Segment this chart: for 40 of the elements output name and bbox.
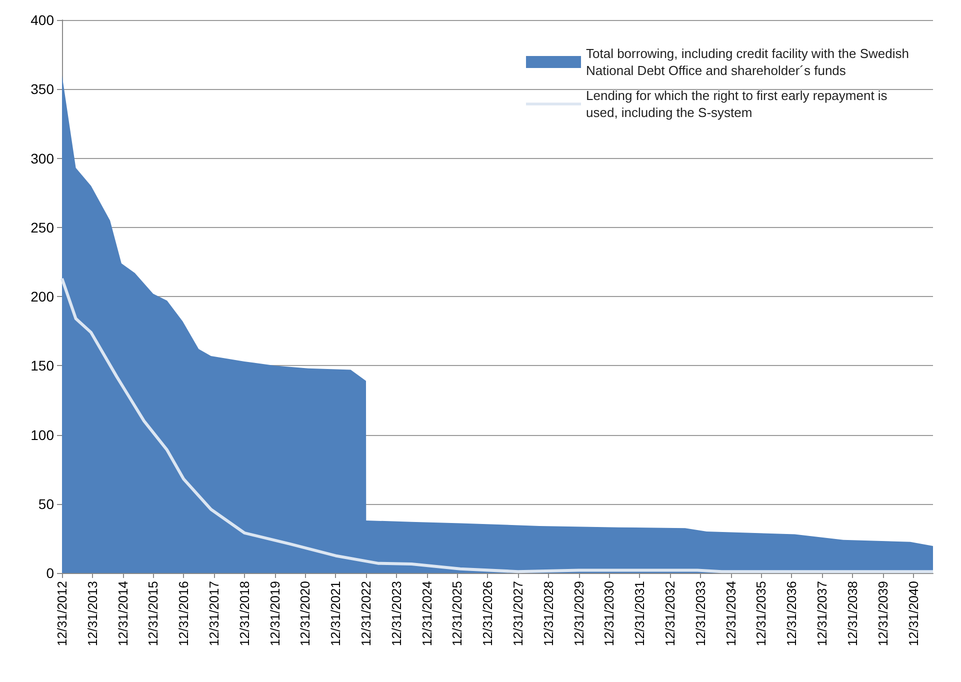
x-tick-label: 12/31/2037	[814, 581, 830, 646]
y-tick-label: 100	[30, 426, 54, 443]
x-tick-label: 12/31/2029	[571, 581, 586, 646]
y-tick-label: 300	[30, 150, 54, 166]
y-tick-label: 150	[30, 358, 54, 374]
x-tick-label: 12/31/2039	[875, 581, 890, 646]
legend-label: Total borrowing, including credit facility with the Swedish National Debt Office and shareholder´s funds	[586, 46, 913, 78]
y-tick-label: 250	[30, 219, 54, 236]
x-tick-label: 12/31/2027	[510, 581, 526, 646]
x-tick-label: 12/31/2030	[602, 581, 617, 646]
x-tick-label: 12/31/2031	[632, 581, 648, 646]
x-tick-label: 12/31/2028	[540, 581, 556, 646]
x-tick-label: 12/31/2026	[480, 581, 496, 646]
x-tick-label: 12/31/2040	[906, 581, 921, 646]
x-tick-label: 12/31/2014	[115, 581, 130, 646]
x-tick-label: 12/31/2019	[267, 581, 282, 646]
x-tick-label: 12/31/2021	[328, 581, 344, 646]
y-tick-label: 0	[46, 565, 54, 581]
x-tick-label: 12/31/2038	[844, 581, 860, 646]
x-tick-label: 12/31/2035	[754, 581, 769, 646]
x-tick-label: 12/31/2032	[662, 581, 678, 646]
x-tick-label: 12/31/2024	[419, 581, 434, 646]
x-tick-label: 12/31/2020	[298, 581, 313, 646]
x-tick-label: 12/31/2013	[84, 581, 100, 646]
x-tick-label: 12/31/2036	[784, 581, 800, 646]
x-tick-label: 12/31/2015	[146, 581, 161, 646]
x-tick-label: 12/31/2018	[236, 581, 252, 646]
y-tick-label: 400	[30, 12, 54, 28]
x-tick-label: 12/31/2017	[206, 581, 222, 646]
x-tick-label: 12/31/2033	[692, 581, 708, 646]
y-tick-label: 200	[30, 288, 54, 304]
x-tick-label: 12/31/2023	[388, 581, 404, 646]
x-tick-label: 12/31/2012	[54, 581, 70, 646]
x-tick-label: 12/31/2016	[176, 581, 192, 646]
y-tick-label: 350	[30, 81, 54, 98]
x-tick-label: 12/31/2025	[450, 581, 465, 646]
y-tick-label: 50	[38, 496, 54, 512]
x-tick-label: 12/31/2034	[723, 581, 738, 646]
x-tick-label: 12/31/2022	[358, 581, 374, 646]
legend-label: Lending for which the right to first early repayment is used, including the S-system	[586, 88, 891, 120]
